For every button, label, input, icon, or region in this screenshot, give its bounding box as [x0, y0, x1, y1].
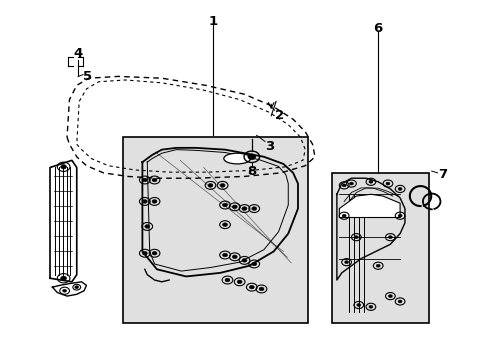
Circle shape — [249, 285, 254, 289]
Text: 1: 1 — [208, 14, 217, 27]
Circle shape — [75, 286, 79, 289]
Circle shape — [232, 205, 237, 208]
Polygon shape — [339, 194, 399, 217]
Circle shape — [368, 305, 372, 308]
Circle shape — [207, 184, 212, 187]
Circle shape — [356, 303, 360, 306]
Circle shape — [375, 264, 379, 267]
Circle shape — [397, 188, 401, 190]
Circle shape — [397, 300, 401, 303]
Circle shape — [222, 203, 227, 207]
Text: 8: 8 — [246, 165, 256, 177]
Text: 5: 5 — [83, 70, 92, 83]
Text: 7: 7 — [437, 168, 447, 181]
Circle shape — [344, 261, 348, 264]
Circle shape — [142, 200, 147, 203]
Polygon shape — [52, 282, 86, 296]
Text: 2: 2 — [274, 109, 284, 122]
Circle shape — [349, 182, 353, 185]
Circle shape — [385, 182, 389, 185]
Ellipse shape — [224, 153, 250, 164]
Circle shape — [237, 280, 242, 284]
Circle shape — [387, 236, 391, 239]
Circle shape — [222, 253, 227, 257]
Circle shape — [342, 184, 346, 187]
Circle shape — [242, 207, 246, 210]
Circle shape — [251, 207, 256, 210]
Polygon shape — [50, 160, 77, 282]
Circle shape — [144, 225, 149, 228]
Text: 6: 6 — [373, 22, 382, 35]
Circle shape — [247, 154, 255, 159]
Circle shape — [152, 251, 157, 255]
Circle shape — [354, 236, 358, 239]
Circle shape — [224, 278, 229, 282]
Bar — [122, 137, 307, 323]
Text: 4: 4 — [73, 47, 82, 60]
Circle shape — [142, 178, 147, 182]
Circle shape — [387, 295, 391, 297]
Circle shape — [61, 165, 66, 169]
Circle shape — [259, 287, 264, 291]
Circle shape — [368, 180, 372, 183]
Circle shape — [342, 214, 346, 217]
Circle shape — [152, 200, 157, 203]
Text: 3: 3 — [264, 140, 274, 153]
Circle shape — [152, 178, 157, 182]
Circle shape — [242, 258, 246, 262]
Circle shape — [61, 276, 66, 280]
Circle shape — [62, 289, 66, 292]
Circle shape — [397, 214, 401, 217]
Circle shape — [251, 262, 256, 266]
Circle shape — [222, 223, 227, 226]
Circle shape — [142, 251, 147, 255]
Circle shape — [232, 255, 237, 258]
Circle shape — [220, 184, 224, 187]
Bar — [331, 173, 428, 323]
